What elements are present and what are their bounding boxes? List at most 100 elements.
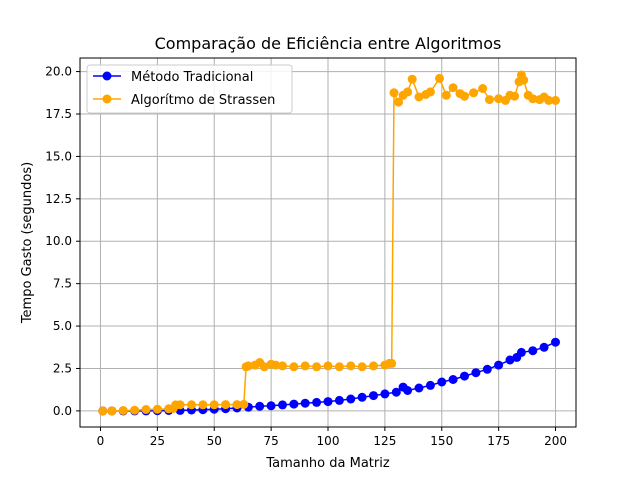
data-point — [494, 94, 504, 104]
data-point — [107, 406, 117, 416]
x-tick-label: 200 — [544, 434, 567, 448]
data-point — [391, 387, 401, 397]
data-point — [519, 75, 529, 85]
data-point — [259, 362, 269, 372]
data-point — [407, 74, 417, 84]
data-point — [528, 94, 538, 104]
x-tick-label: 125 — [373, 434, 396, 448]
data-point — [437, 377, 447, 387]
data-point — [478, 84, 488, 93]
data-point — [289, 399, 299, 409]
y-tick-label: 17.5 — [45, 107, 72, 121]
legend-label: Algorítmo de Strassen — [131, 93, 275, 108]
y-axis-label: Tempo Gasto (segundos) — [20, 162, 35, 324]
data-point — [403, 87, 413, 97]
data-point — [425, 87, 435, 97]
data-point — [539, 342, 549, 352]
data-point — [505, 355, 515, 365]
data-point — [141, 405, 151, 414]
data-point — [435, 73, 444, 83]
series-layer — [98, 70, 560, 416]
x-tick-label: 0 — [97, 434, 105, 448]
data-point — [312, 397, 322, 407]
x-tick-label: 75 — [263, 434, 278, 448]
legend-marker — [102, 94, 112, 104]
data-point — [312, 362, 322, 372]
x-tick-label: 175 — [487, 434, 510, 448]
data-point — [98, 406, 108, 416]
data-point — [380, 389, 390, 399]
data-point — [152, 404, 162, 414]
y-tick-label: 10.0 — [45, 234, 72, 248]
data-point — [346, 361, 356, 371]
legend-box — [86, 64, 293, 114]
data-point — [187, 400, 196, 410]
data-point — [510, 91, 520, 101]
data-point — [494, 360, 504, 370]
data-point — [198, 400, 208, 410]
y-tick-label: 20.0 — [45, 65, 72, 79]
data-point — [130, 405, 140, 415]
x-tick-label: 100 — [317, 434, 340, 448]
data-point — [243, 361, 253, 371]
data-point — [528, 346, 538, 356]
ticks: 0 25 50 75 100 125 150 175 200 0.0 2.5 5.0 7.5 10.0 12… — [45, 65, 567, 448]
data-point — [323, 361, 333, 371]
data-point — [414, 383, 424, 393]
data-point — [346, 394, 356, 404]
data-point — [255, 401, 265, 411]
data-point — [460, 91, 469, 101]
data-point — [271, 360, 281, 370]
x-tick-label: 50 — [207, 434, 222, 448]
data-point — [460, 371, 469, 381]
data-point — [414, 92, 424, 102]
data-point — [389, 88, 399, 98]
data-point — [551, 95, 560, 105]
data-point — [471, 368, 481, 378]
data-point — [516, 347, 526, 357]
x-axis-label: Tamanho da Matriz — [265, 456, 390, 471]
x-tick-label: 150 — [430, 434, 453, 448]
data-point — [278, 400, 287, 410]
x-tick-label: 25 — [150, 434, 165, 448]
data-point — [334, 362, 344, 372]
y-tick-label: 5.0 — [53, 319, 72, 333]
data-point — [266, 401, 276, 411]
data-point — [357, 392, 367, 402]
y-tick-label: 2.5 — [53, 361, 72, 375]
data-point — [394, 97, 403, 107]
data-point — [544, 95, 554, 105]
data-point — [448, 83, 458, 93]
data-point — [448, 375, 458, 384]
data-point — [441, 90, 451, 100]
data-point — [232, 400, 242, 410]
legend: Método Tradicional Algorítmo de Strassen — [86, 64, 293, 114]
series-2 — [98, 70, 560, 416]
chart-title: Comparação de Eficiência entre Algoritmo… — [155, 34, 502, 53]
y-tick-label: 7.5 — [53, 277, 72, 291]
data-point — [357, 362, 367, 372]
data-point — [369, 391, 378, 401]
data-point — [403, 386, 413, 395]
data-point — [300, 361, 310, 371]
y-tick-label: 0.0 — [53, 404, 72, 418]
data-point — [289, 362, 299, 372]
data-point — [323, 397, 333, 407]
data-point — [387, 358, 397, 368]
data-point — [118, 406, 128, 415]
data-point — [221, 400, 231, 410]
data-point — [551, 337, 560, 347]
y-tick-label: 12.5 — [45, 192, 72, 206]
data-point — [175, 400, 185, 410]
data-point — [239, 399, 249, 409]
data-point — [482, 364, 492, 374]
legend-marker — [102, 71, 112, 81]
y-tick-label: 15.0 — [45, 149, 72, 163]
data-point — [209, 400, 219, 410]
data-point — [425, 380, 435, 390]
data-point — [300, 398, 310, 408]
data-point — [369, 361, 378, 371]
data-point — [469, 88, 479, 98]
legend-label: Método Tradicional — [131, 70, 253, 85]
